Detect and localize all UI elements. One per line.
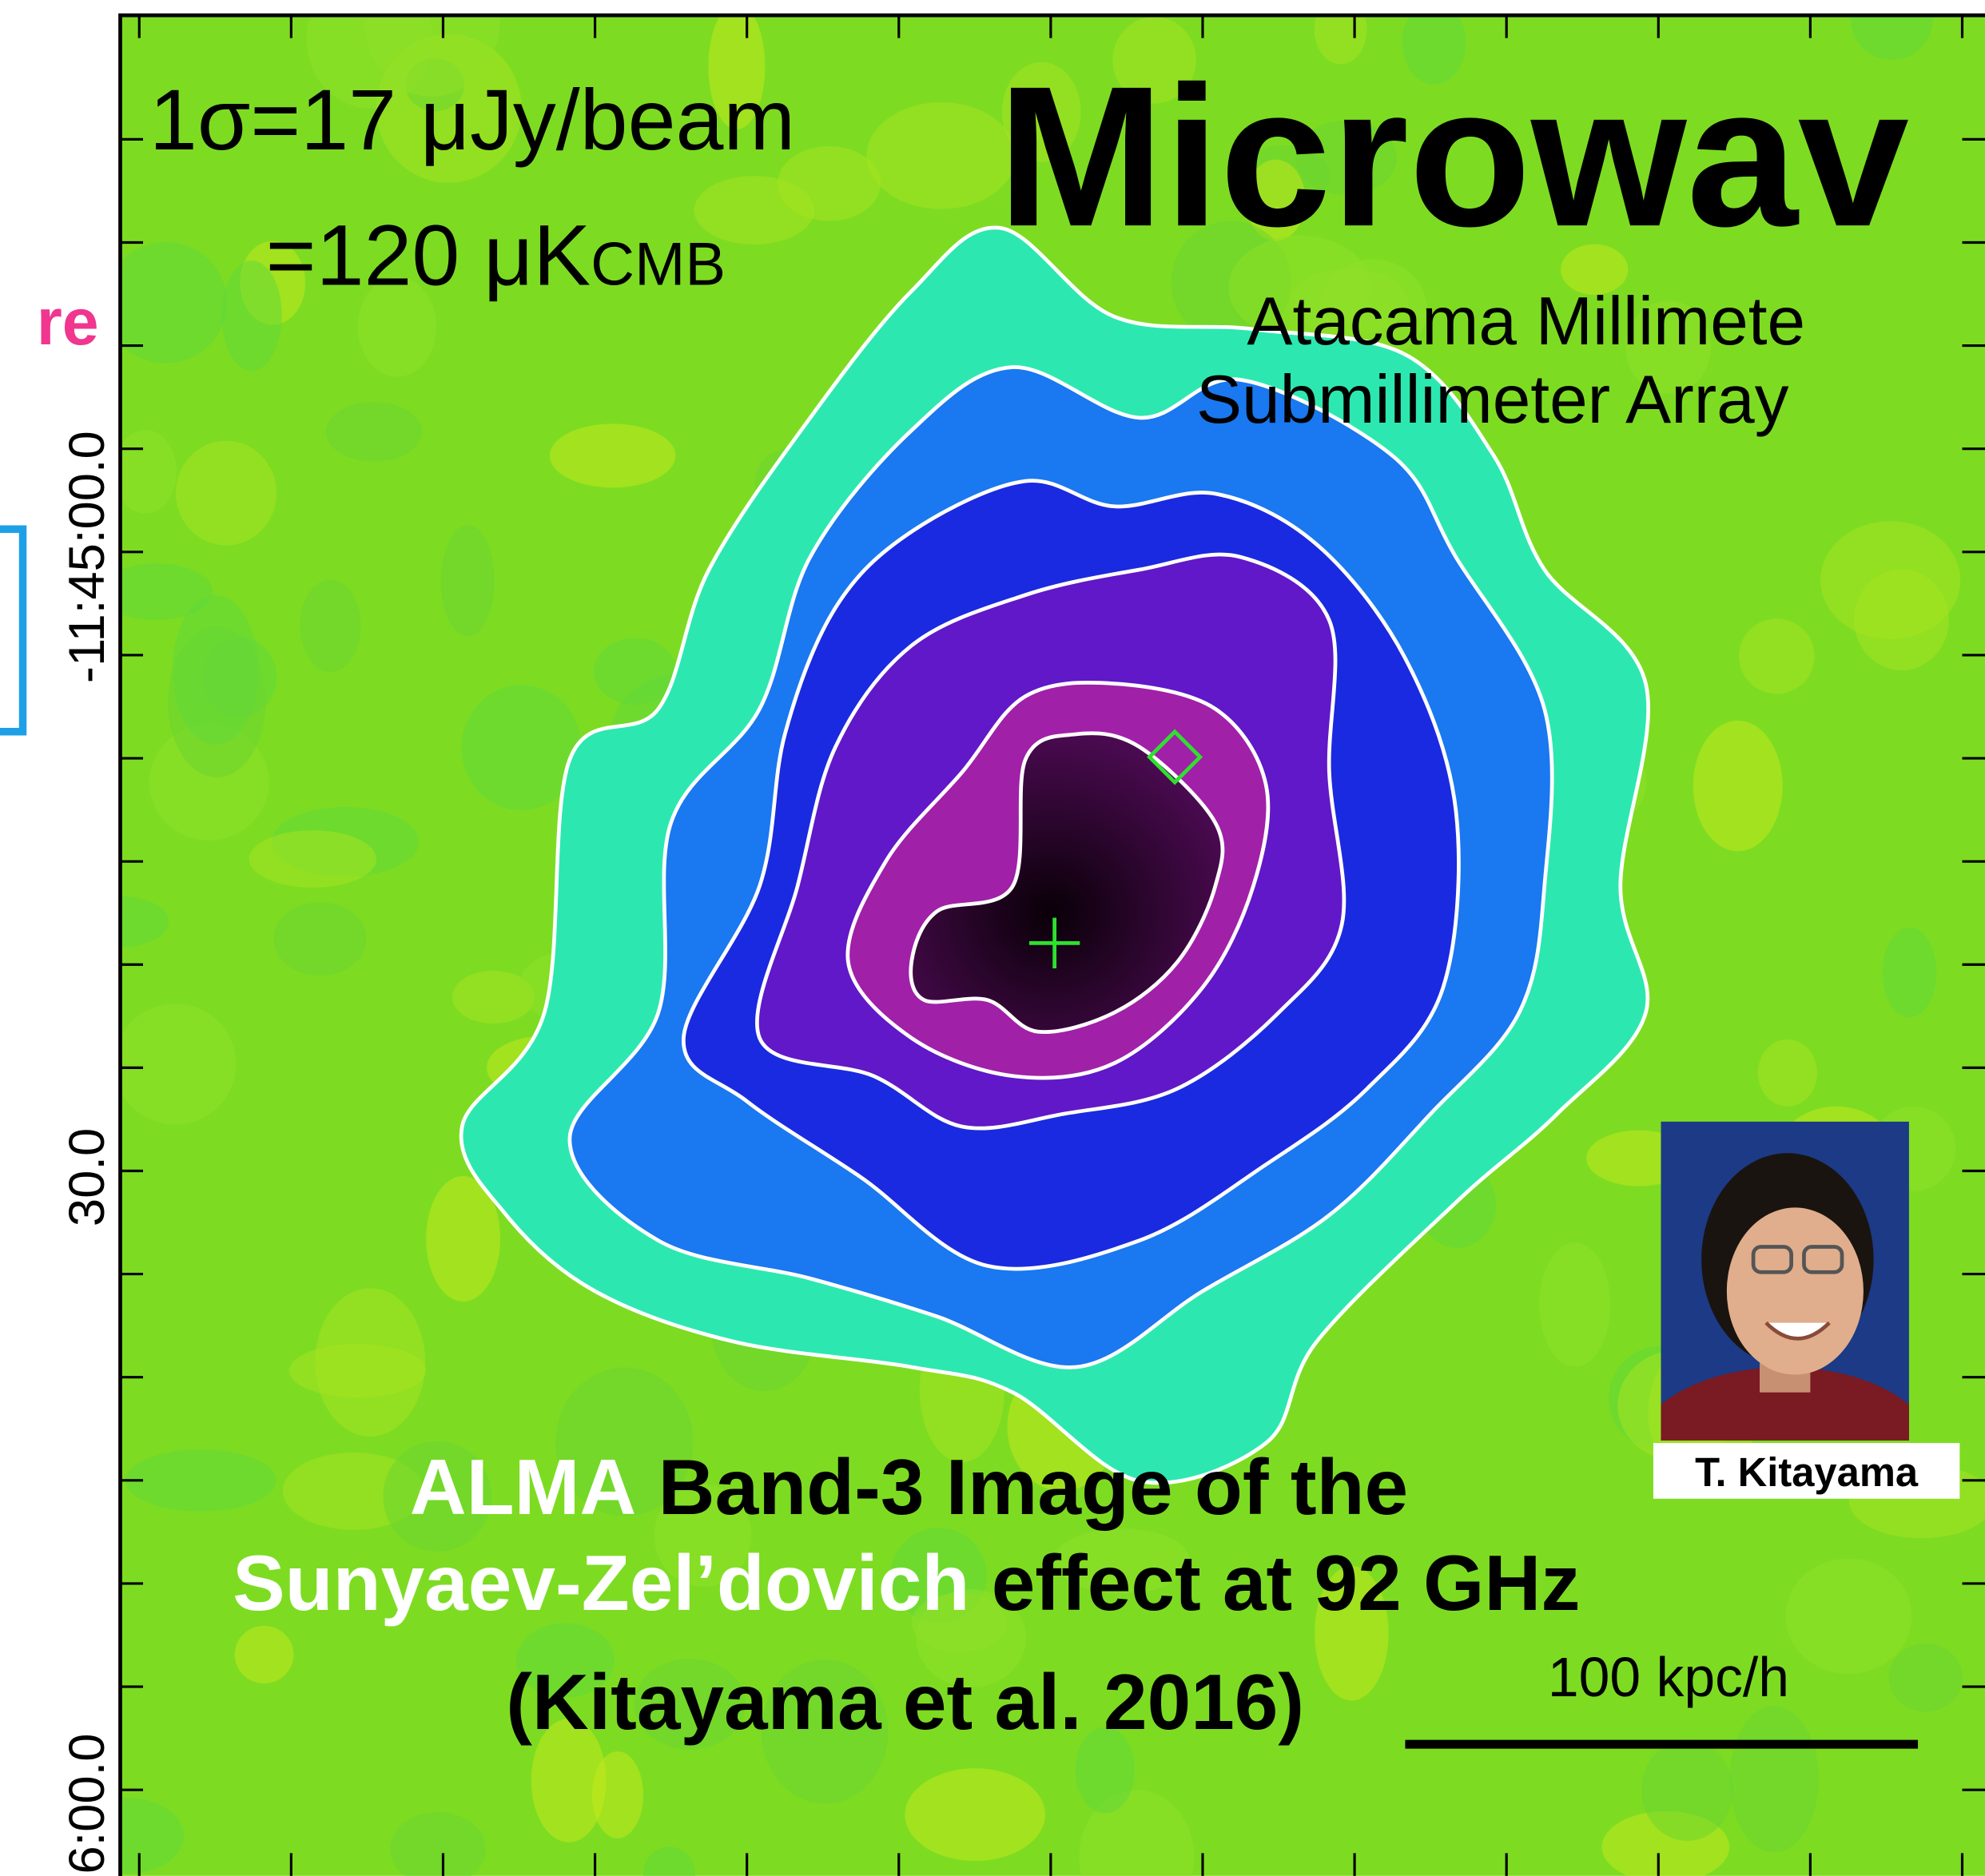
map-mottle [120, 1798, 185, 1874]
frame-ticks [120, 15, 1985, 1876]
map-mottle [905, 1768, 1046, 1862]
map-mottle [1850, 15, 1933, 61]
subtitle: Atacama Millimete [1247, 284, 1805, 360]
photo-body [1661, 1367, 1909, 1441]
map-mottle [1693, 720, 1783, 852]
y-axis-label: -11:45:00.0 [59, 431, 115, 683]
caption-text: effect at 92 GHz [992, 1539, 1581, 1627]
noise-line: =120 μKCMB [266, 207, 726, 304]
title: Microwav [997, 45, 1909, 268]
map-mottle [315, 1288, 426, 1437]
map-mottle [1402, 15, 1466, 85]
map-mottle [1738, 618, 1815, 694]
map-mottle [120, 430, 177, 514]
map-mottle [515, 1623, 615, 1698]
noise-value: =120 μK [266, 207, 591, 304]
photo-caption-box [1653, 1443, 1960, 1499]
map-mottle [1001, 62, 1081, 162]
map-mottle [1053, 1528, 1190, 1594]
map-mottle [1315, 1565, 1389, 1701]
noise-line: 1σ=17 μJy/beam [149, 71, 795, 168]
map-mottle [120, 1004, 237, 1125]
map-mottle [1539, 1242, 1611, 1367]
map-mottle [426, 1175, 501, 1302]
map-mottle [120, 562, 213, 621]
map-mottle [1228, 235, 1372, 340]
map-mottle [175, 440, 277, 546]
scale-bar-label: 100 kpc/h [1548, 1646, 1789, 1708]
map-mottle [1625, 300, 1712, 394]
photo-glasses [1751, 1245, 1793, 1274]
map-mottle [273, 902, 367, 976]
map-mottle [634, 1659, 746, 1750]
map-mottle [120, 896, 169, 948]
map-mottle [555, 1367, 694, 1516]
photo-caption: T. Kitayama [1695, 1449, 1919, 1495]
map-mottle [911, 1592, 1008, 1653]
y-axis-label: 6:00.0 [59, 1733, 115, 1874]
map-mottle [300, 579, 361, 673]
map-frame [118, 13, 1985, 1876]
subtitle: Submillimeter Array [1196, 362, 1789, 438]
map-mottle [221, 260, 282, 372]
map-mottle [708, 15, 766, 129]
sz-map [120, 15, 1985, 1876]
map-mottle [531, 1718, 607, 1842]
map-mottle [325, 402, 423, 462]
map-mottle [1246, 159, 1306, 241]
map-mottle [549, 423, 676, 488]
photo-smile [1764, 1321, 1831, 1341]
map-mottle [1075, 1727, 1136, 1814]
map-mottle [357, 276, 437, 377]
caption-line: ALMA Band-3 Image of the [410, 1443, 1408, 1531]
map-mottle [451, 970, 535, 1024]
map-mottle [1820, 521, 1961, 639]
map-mottle [1641, 1739, 1733, 1841]
map-mottle [125, 1449, 276, 1512]
map-mottle [1882, 927, 1937, 1018]
contour [909, 731, 1225, 1034]
map-mottle [1785, 1558, 1912, 1675]
cut-box [0, 525, 27, 736]
centroid-cross [1028, 917, 1080, 969]
cut-heading: re [37, 285, 99, 359]
caption-line: (Kitayama et al. 2016) [506, 1658, 1304, 1746]
photo-face [1726, 1207, 1864, 1375]
bcg-diamond [1147, 729, 1203, 785]
caption-highlight: Sunyaev-Zel’dovich [233, 1539, 969, 1627]
map-mottle [866, 101, 1016, 209]
map-mottle [234, 1625, 294, 1683]
map-mottle [643, 1846, 696, 1876]
caption-line: Sunyaev-Zel’dovich effect at 92 GHz [233, 1539, 1580, 1627]
map-mottle [172, 594, 259, 745]
portrait-photo [1661, 1121, 1909, 1441]
map-mottle [306, 15, 433, 109]
caption-highlight: ALMA [410, 1443, 637, 1531]
map-mottle [383, 1441, 492, 1552]
map-mottle [249, 830, 377, 888]
map-mottle [694, 176, 815, 245]
caption-text: Band-3 Image of the [658, 1443, 1409, 1531]
map-mottle [654, 1484, 752, 1587]
map-mottle [440, 525, 495, 637]
noise-subscript: CMB [591, 231, 726, 299]
map-mottle [1729, 1706, 1819, 1853]
map-mottle [1888, 1643, 1963, 1712]
photo-glasses [1802, 1245, 1844, 1274]
map-mottle [1561, 244, 1629, 296]
map-mottle [1757, 1039, 1818, 1107]
map-mottle [390, 1811, 487, 1876]
map-mottle [1112, 16, 1196, 104]
map-mottle [461, 685, 582, 811]
map-mottle [761, 1659, 889, 1804]
map-mottle [120, 241, 227, 364]
y-axis-label: 30.0 [59, 1128, 115, 1226]
